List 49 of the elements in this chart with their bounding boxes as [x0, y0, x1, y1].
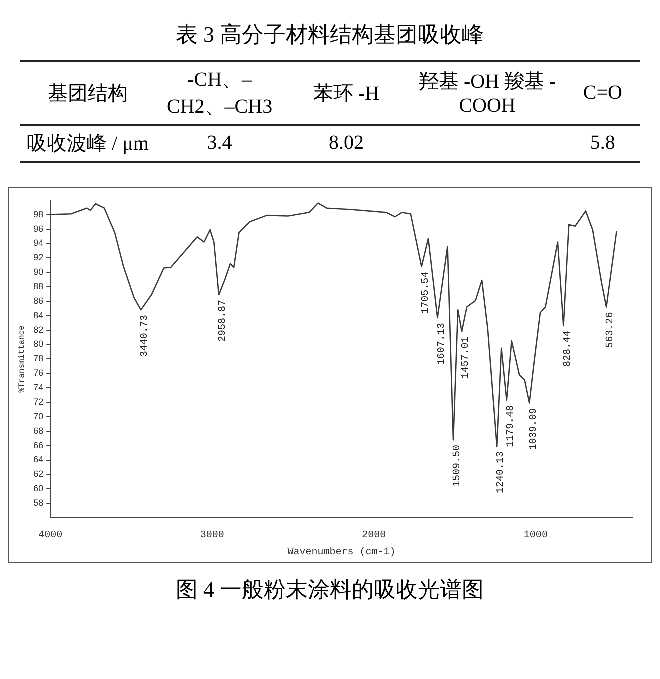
annotation: 1509.50	[452, 445, 464, 488]
annotation: 1457.01	[461, 336, 472, 379]
data-label: 5.8	[589, 131, 616, 156]
y-tick-label: 96	[34, 224, 44, 234]
text: 图 4 一般粉末涂料的吸收光谱图	[175, 576, 485, 604]
y-tick-label: 78	[34, 354, 44, 364]
y-tick-label: 90	[34, 267, 44, 278]
category-label: 羟基 -OH 羧基 -COOH	[418, 70, 558, 119]
y-tick-label: 76	[34, 368, 44, 378]
text: 吸收波峰 / μm	[26, 132, 150, 157]
x-tick-label: 3000	[200, 530, 224, 542]
y-tick-label: 64	[34, 454, 44, 465]
annotation: 2958.87	[218, 300, 230, 342]
annotation: 1607.13	[436, 323, 448, 366]
y-tick-label: 70	[34, 411, 44, 422]
annotation: 3440.73	[140, 315, 152, 358]
x-tick-label: 2000	[362, 530, 386, 542]
annotation: 1179.48	[506, 405, 518, 448]
y-tick-label: 62	[34, 469, 44, 480]
category-label: -CH、–CH2、–CH3	[166, 68, 274, 120]
y-axis-title: %Transmittance	[18, 325, 27, 393]
annotation: 1039.09	[528, 408, 540, 450]
data-label: 3.4	[206, 131, 234, 156]
y-tick-label: 88	[34, 282, 44, 292]
x-tick-label: 4000	[38, 530, 63, 542]
data-label: 8.02	[328, 131, 365, 156]
annotation: 1705.54	[420, 272, 432, 314]
text: 基团结构	[46, 82, 129, 106]
y-tick-label: 80	[34, 339, 44, 350]
annotation: 1240.13	[496, 452, 508, 494]
y-tick-label: 68	[34, 426, 44, 436]
y-tick-label: 66	[34, 440, 44, 450]
y-tick-label: 92	[34, 252, 44, 263]
y-tick-label: 74	[34, 382, 44, 393]
x-tick-label: 1000	[524, 530, 548, 542]
category-label: C=O	[582, 80, 624, 106]
text: 表 3 高分子材料结构基团吸收峰	[175, 21, 485, 49]
y-tick-label: 94	[34, 238, 44, 248]
annotation: 828.44	[562, 330, 574, 368]
y-tick-label: 58	[34, 498, 44, 508]
y-tick-label: 72	[34, 396, 44, 407]
category-label: 苯环 -H	[312, 82, 381, 106]
y-tick-label: 82	[34, 324, 44, 335]
y-tick-label: 86	[34, 296, 44, 306]
x-axis-title: Wavenumbers (cm-1)	[288, 546, 396, 559]
y-tick-label: 60	[34, 484, 44, 494]
y-tick-label: 98	[34, 209, 44, 220]
annotation: 563.26	[606, 312, 617, 348]
y-tick-label: 84	[34, 310, 44, 320]
